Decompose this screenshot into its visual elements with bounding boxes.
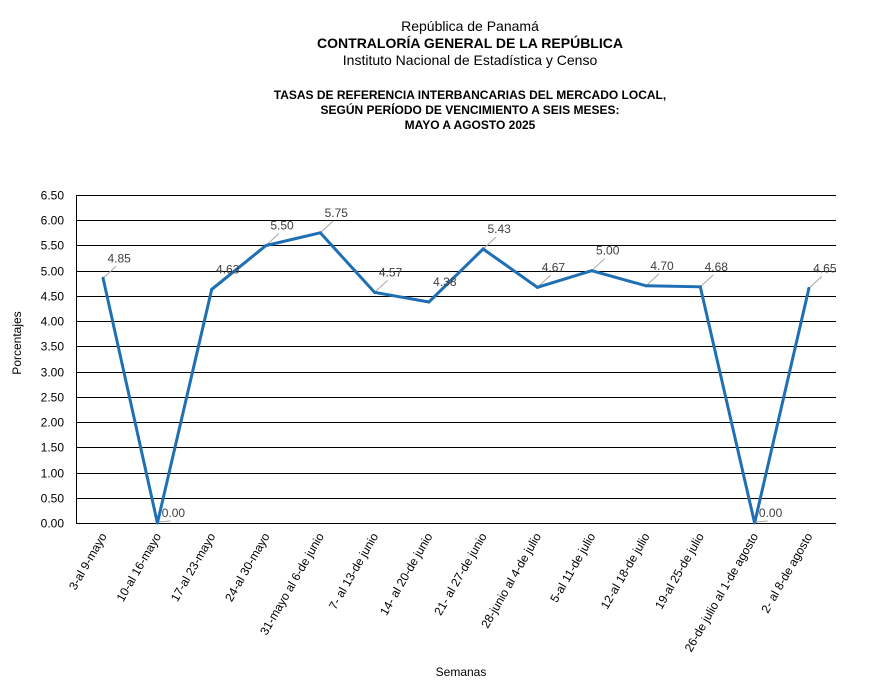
x-tick-label: 19-al 25-de julio	[652, 530, 707, 611]
data-label: 0.00	[162, 506, 186, 520]
y-tick-label: 3.50	[41, 340, 65, 354]
x-tick-label: 10-al 16-mayo	[114, 530, 165, 604]
data-label: 4.65	[813, 261, 837, 275]
institution-department: Instituto Nacional de Estadística y Cens…	[342, 52, 598, 68]
x-axis-label: Semanas	[436, 665, 487, 679]
y-tick-label: 3.00	[41, 366, 65, 380]
chart-title-line-3: MAYO A AGOSTO 2025	[404, 118, 536, 132]
x-tick-label: 12-al 18-de julio	[598, 530, 653, 611]
label-leader	[158, 520, 171, 523]
data-label: 5.75	[325, 206, 349, 220]
data-point	[155, 521, 159, 525]
data-point	[101, 276, 105, 280]
chart-title-line-1: TASAS DE REFERENCIA INTERBANCARIAS DEL M…	[273, 88, 667, 102]
label-leader	[700, 274, 714, 287]
x-tick-label: 2- al 8-de agosto	[758, 530, 815, 615]
data-point	[264, 243, 268, 247]
data-label: 4.68	[705, 260, 729, 274]
y-tick-label: 5.00	[41, 265, 65, 279]
data-point	[807, 286, 811, 290]
label-leader	[483, 236, 497, 249]
label-leader	[375, 280, 388, 292]
data-label: 4.70	[650, 259, 674, 273]
x-tick-label: 5-al 11-de julio	[547, 530, 598, 605]
y-tick-label: 4.00	[41, 315, 65, 329]
x-tick-label: 7- al 13-de junio	[326, 530, 381, 612]
label-leader	[592, 258, 606, 271]
data-point	[427, 300, 431, 304]
x-axis-ticks: 3-al 9-mayo 10-al 16-mayo 17-al 23-mayo 24-…	[66, 530, 816, 654]
y-tick-label: 4.50	[41, 290, 65, 304]
y-axis-label: Porcentajes	[10, 311, 24, 374]
label-leader	[646, 273, 660, 286]
data-label: 4.57	[379, 265, 403, 279]
data-label: 4.67	[542, 260, 566, 274]
data-point	[481, 247, 485, 251]
y-tick-label: 1.00	[41, 467, 65, 481]
label-leader	[755, 520, 768, 523]
x-tick-label: 21- al 27-de junio	[431, 530, 490, 618]
data-label: 4.38	[433, 275, 457, 289]
chart-title-line-2: SEGÚN PERÍODO DE VENCIMIENTO A SEIS MESE…	[320, 103, 620, 117]
data-label: 5.43	[487, 222, 511, 236]
label-leader	[809, 275, 823, 288]
gridlines	[76, 195, 836, 524]
data-point	[698, 285, 702, 289]
y-tick-label: 6.50	[41, 189, 65, 203]
x-tick-label: 31-mayo al 6-de junio	[257, 530, 327, 637]
y-tick-label: 0.50	[41, 492, 65, 506]
x-tick-label: 14- al 20-de junio	[377, 530, 436, 618]
data-point	[644, 284, 648, 288]
data-label: 4.85	[107, 251, 131, 265]
y-tick-label: 5.50	[41, 239, 65, 253]
label-leader	[538, 274, 551, 287]
x-tick-label: 17-al 23-mayo	[168, 530, 219, 604]
data-point	[753, 521, 757, 525]
institution-name: CONTRALORÍA GENERAL DE LA REPÚBLICA	[317, 35, 623, 51]
label-leader	[103, 265, 117, 278]
y-tick-label: 2.50	[41, 391, 65, 405]
series-layer	[101, 231, 811, 525]
y-tick-label: 1.50	[41, 441, 65, 455]
y-tick-label: 0.00	[41, 517, 65, 531]
institution-country: República de Panamá	[401, 18, 539, 34]
y-tick-label: 6.00	[41, 214, 65, 228]
data-point	[590, 269, 594, 273]
data-label: 5.50	[270, 218, 294, 232]
data-point	[535, 285, 539, 289]
x-tick-label: 24-al 30-mayo	[222, 530, 273, 604]
x-tick-label: 3-al 9-mayo	[66, 530, 110, 592]
y-axis-ticks: 0.00 0.50 1.00 1.50 2.00 2.50 3.00 3.50 4.00 4.50…	[41, 189, 65, 531]
data-label: 4.63	[216, 262, 240, 276]
label-leader	[266, 233, 280, 245]
label-leader	[320, 220, 334, 233]
y-tick-label: 2.00	[41, 416, 65, 430]
data-labels: 4.85 0.00 4.63 5.50 5.75 4.57 4.38 5.43 4.67 5.00…	[107, 206, 836, 520]
data-label: 0.00	[759, 506, 783, 520]
data-point	[318, 231, 322, 235]
x-tick-label: 28-junio al 4-de julio	[478, 530, 544, 630]
data-label: 5.00	[596, 244, 620, 258]
data-point	[373, 290, 377, 294]
data-point	[210, 287, 214, 291]
series-line	[101, 231, 811, 524]
